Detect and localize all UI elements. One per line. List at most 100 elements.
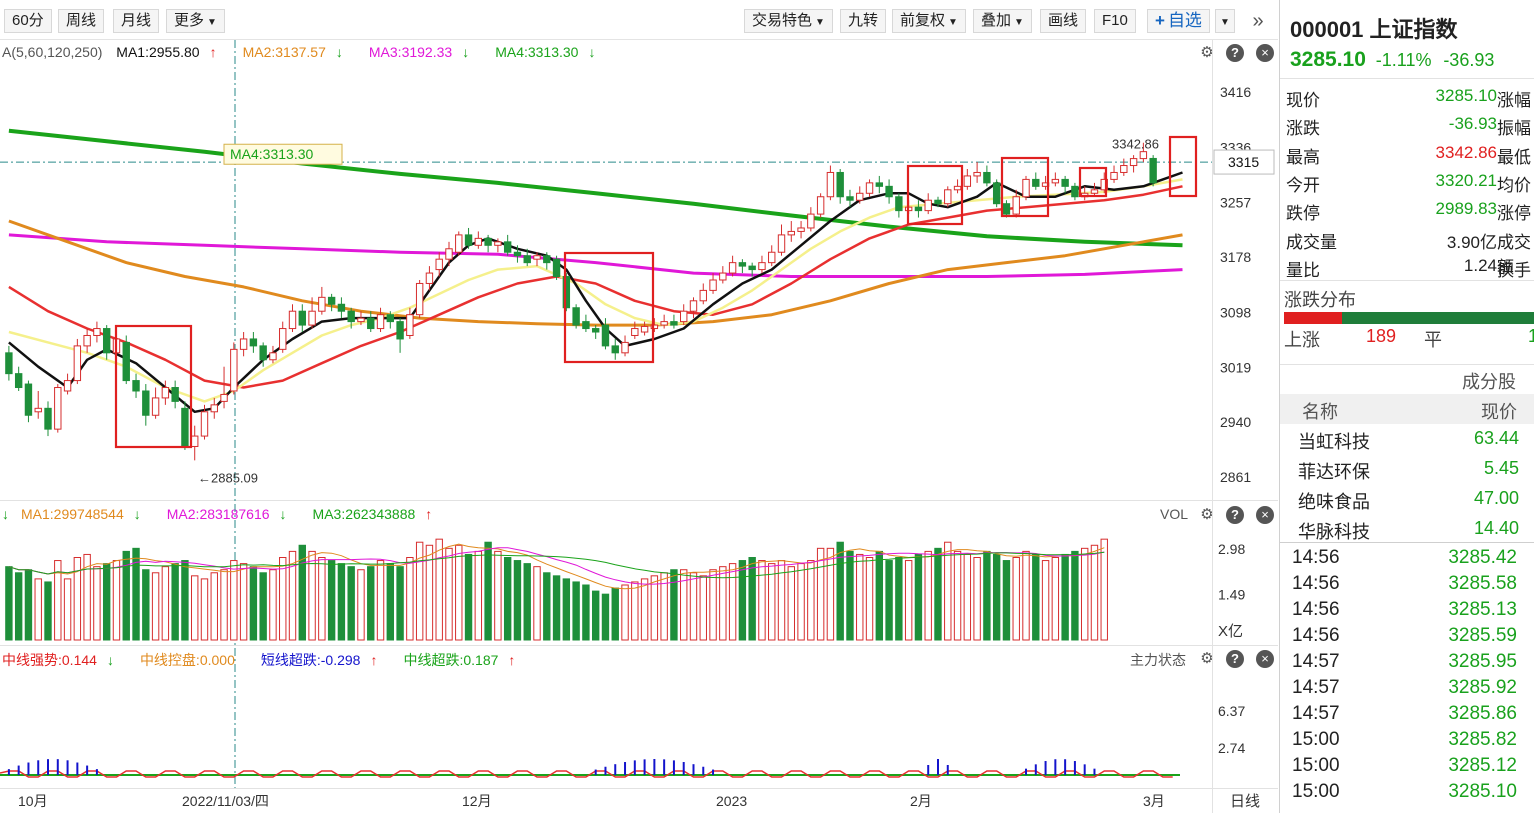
quote-value: 3.90亿: [1446, 232, 1497, 252]
component-price: 14.40: [1473, 518, 1519, 538]
chevron-down-icon: ▼: [1014, 17, 1024, 28]
highlight-box: [1168, 135, 1198, 198]
highlight-box: [114, 324, 193, 449]
trade-features-dropdown[interactable]: 交易特色 ▼: [744, 9, 833, 33]
close-icon[interactable]: ×: [1256, 44, 1274, 62]
tick-time: 15:00: [1292, 781, 1340, 802]
period-60min-button[interactable]: 60分: [4, 9, 52, 33]
candle-body: [709, 279, 717, 291]
candle-body: [875, 182, 884, 187]
gear-icon[interactable]: ⚙: [1200, 650, 1214, 667]
gear-icon[interactable]: ⚙: [1200, 44, 1214, 61]
volume-bar: [660, 572, 668, 641]
close-icon[interactable]: ×: [1256, 506, 1274, 524]
volume-bar: [455, 544, 463, 641]
volume-bar: [503, 557, 512, 641]
watchlist-menu-dropdown[interactable]: ▼: [1215, 9, 1235, 33]
indicator-tick-label: 6.37: [1218, 703, 1245, 719]
more-periods-dropdown[interactable]: 更多 ▼: [166, 9, 225, 33]
volume-bar: [181, 560, 189, 641]
vol-arrow-icon: ↓: [2, 506, 9, 522]
period-weekly-button[interactable]: 周线: [58, 9, 105, 33]
volume-bar: [885, 560, 893, 641]
tick-time: 14:56: [1292, 573, 1340, 594]
ma4-annotation-label: MA4:3313.30: [230, 146, 313, 162]
volume-bar: [865, 557, 874, 641]
arrow-down-icon: ↓: [279, 506, 287, 522]
close-icon[interactable]: ×: [1256, 650, 1274, 668]
gear-icon[interactable]: ⚙: [1200, 506, 1214, 523]
candle-body: [102, 328, 111, 354]
quote-value: 3285.10: [1435, 86, 1497, 105]
candle-body: [93, 328, 101, 336]
volume-bar: [230, 560, 238, 641]
component-row[interactable]: 当虹科技 63.44: [1280, 426, 1534, 456]
candle-body: [944, 189, 952, 205]
draw-line-button[interactable]: 画线: [1040, 9, 1087, 33]
candle-body: [1071, 185, 1079, 198]
high-annotation: 3342.86: [1112, 137, 1159, 152]
volume-bar: [464, 553, 473, 641]
candle-body: [63, 380, 72, 392]
help-icon[interactable]: ?: [1226, 44, 1244, 62]
candle-body: [914, 206, 923, 212]
daily-period-label[interactable]: 日线: [1230, 793, 1261, 810]
quote-label: 振幅: [1497, 119, 1531, 139]
nine-turn-button[interactable]: 九转: [840, 9, 887, 33]
volume-bar: [846, 550, 854, 641]
adjust-price-dropdown[interactable]: 前复权 ▼: [892, 9, 966, 33]
volume-bar: [1071, 550, 1079, 641]
quote-value: -36.93: [1448, 114, 1497, 134]
component-row[interactable]: 菲达环保 5.45: [1280, 456, 1534, 486]
period-monthly-button[interactable]: 月线: [113, 9, 160, 33]
candle-body: [728, 262, 737, 274]
overlay-dropdown[interactable]: 叠加 ▼: [973, 9, 1032, 33]
candle-body: [953, 185, 962, 191]
candle-body: [122, 341, 130, 382]
volume-bar: [142, 569, 150, 641]
volume-bar: [572, 581, 580, 641]
quote-label: 今开: [1286, 175, 1320, 195]
volume-bar: [1002, 560, 1011, 641]
component-row[interactable]: 绝味食品 47.00: [1280, 486, 1534, 516]
volume-bar: [601, 593, 610, 641]
candle-body: [171, 387, 179, 402]
candle-body: [650, 324, 659, 330]
add-watchlist-button[interactable]: + 自选: [1147, 9, 1210, 33]
adjust-price-label: 前复权: [900, 12, 946, 29]
plus-icon: +: [1155, 11, 1165, 30]
tick-price: 3285.86: [1448, 703, 1517, 724]
vol-legend-item: MA1:299748544 ↓: [21, 506, 151, 522]
candle-body: [435, 258, 443, 271]
collapse-panel-icon[interactable]: »: [1252, 10, 1264, 32]
tick-time: 14:56: [1292, 599, 1340, 620]
candle-body: [836, 171, 844, 198]
tick-row: 14:56 3285.42: [1280, 546, 1534, 572]
candle-body: [826, 171, 835, 198]
pct-change: -1.11%: [1375, 50, 1432, 70]
candle-body: [484, 237, 492, 246]
volume-bar: [1061, 553, 1069, 641]
candle-body: [895, 196, 903, 212]
tick-price: 3285.92: [1448, 677, 1517, 698]
quote-row: 成交量 3.90亿 成交额: [1280, 224, 1534, 277]
component-row[interactable]: 华脉科技 14.40: [1280, 516, 1534, 546]
candle-body: [142, 390, 150, 416]
component-name: 绝味食品: [1298, 492, 1370, 512]
volume-bar: [836, 541, 844, 641]
x-axis-label: 12月: [462, 793, 492, 809]
volume-bar: [288, 550, 297, 641]
volume-bar: [650, 575, 659, 641]
help-icon[interactable]: ?: [1226, 650, 1244, 668]
ma-line-ma5: [8, 178, 1183, 403]
volume-bar: [748, 557, 756, 641]
volume-bar: [983, 550, 991, 641]
components-title[interactable]: 成分股: [1462, 372, 1516, 392]
ma-legend-items: MA1:2955.80 ↑ MA2:3137.57 ↓ MA3:3192.33 ↓ MA4:…: [116, 44, 621, 60]
candle-body: [562, 276, 571, 309]
volume-bar: [44, 581, 52, 641]
volume-bar: [807, 560, 815, 641]
f10-button[interactable]: F10: [1094, 9, 1136, 33]
kline-chart[interactable]: 3416 3336 3257 3178 3098 3019 2940 2861 3315 MA4:…: [0, 0, 1278, 813]
help-icon[interactable]: ?: [1226, 506, 1244, 524]
